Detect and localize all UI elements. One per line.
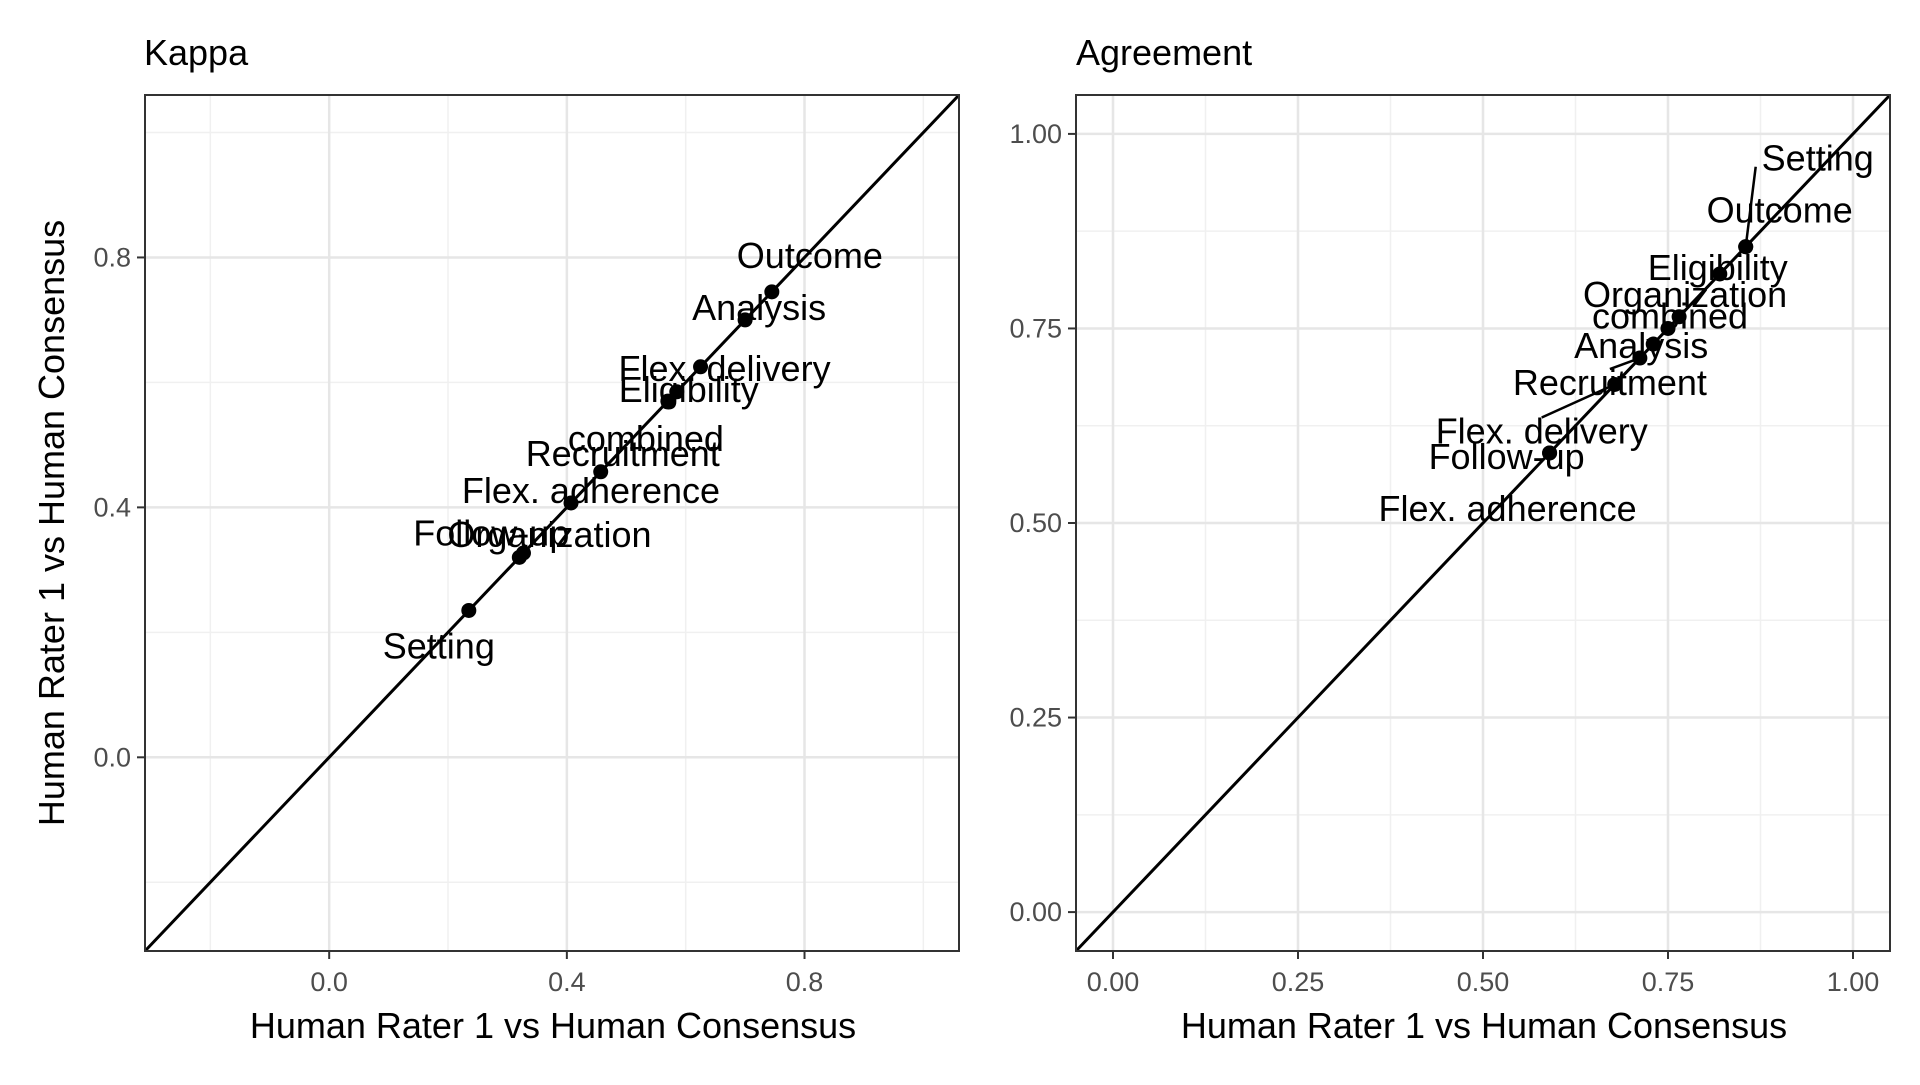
kappa-x-tick-label: 0.0 [310,967,348,997]
agreement-x-tick-label: 0.25 [1272,967,1325,997]
kappa-point-label-setting: Setting [383,625,495,666]
agreement-x-tick-label: 1.00 [1827,967,1880,997]
agreement-point-label-flex-delivery: Flex. delivery [1436,410,1648,451]
agreement-identity-line [1074,93,1892,953]
agreement-leader-flex-delivery [1541,383,1616,419]
kappa-point-combined [660,393,676,409]
agreement-point-label-organization: Organization [1583,274,1787,315]
agreement-point-label-eligibility: Eligibility [1648,247,1788,288]
kappa-panel-title: Kappa [144,32,249,73]
agreement-panel-title: Agreement [1076,32,1252,73]
kappa-point-eligibility [669,384,685,400]
agreement-y-tick-label: 0.50 [1009,508,1062,538]
kappa-point-label-eligibility: Eligibility [619,369,759,410]
agreement-leader-setting [1744,166,1757,247]
agreement-point-flex-delivery [1607,376,1623,392]
kappa-point-label-combined: combined [568,418,724,459]
kappa-point-label-follow-up: Follow-up [413,512,569,553]
agreement-y-tick-label: 1.00 [1009,119,1062,149]
agreement-point-outcome [1738,239,1754,255]
kappa-point-label-analysis: Analysis [692,287,826,328]
agreement-x-tick-label: 0.75 [1642,967,1695,997]
kappa-point-flex-delivery [693,359,709,375]
agreement-x-axis-title: Human Rater 1 vs Human Consensus [1181,1005,1787,1046]
agreement-point-flex-adherence [1542,445,1558,461]
agreement-y-tick-label: 0.75 [1009,313,1062,343]
kappa-panel-border [144,94,960,952]
agreement-point-recruitment [1632,350,1648,366]
kappa-y-tick-label: 0.8 [93,242,131,272]
kappa-x-tick-label: 0.8 [786,967,824,997]
agreement-point-label-combined: combined [1592,295,1748,336]
kappa-point-label-flex-adherence: Flex. adherence [462,470,720,511]
kappa-y-tick-label: 0.0 [93,742,131,772]
agreement-x-tick-label: 0.50 [1457,967,1510,997]
kappa-panel: 0.0 0.4 0.8 0.0 0.4 0.8 Outcome Analysis Flex. d… [31,32,961,1046]
kappa-point-label-organization: Organization [447,514,651,555]
kappa-y-tick-label: 0.4 [93,492,131,522]
agreement-panel: 0.00 0.25 0.50 0.75 1.00 0.00 0.25 0.50 0.75 1.00… [1009,32,1892,1046]
kappa-point-analysis [737,312,753,328]
kappa-x-tick-label: 0.4 [548,967,586,997]
agreement-point-label-follow-up: Follow-up [1429,436,1585,477]
agreement-x-tick-label: 0.00 [1087,967,1140,997]
kappa-y-axis-title: Human Rater 1 vs Human Consensus [31,220,72,826]
kappa-point-follow-up [511,549,527,565]
agreement-point-label-flex-adherence: Flex. adherence [1379,488,1637,529]
agreement-point-organization [1671,309,1687,325]
agreement-point-label-outcome: Outcome [1707,190,1853,231]
kappa-point-label-flex-delivery: Flex. delivery [619,348,831,389]
kappa-point-label-recruitment: Recruitment [526,433,720,474]
agreement-y-tick-label: 0.25 [1009,703,1062,733]
kappa-point-setting [461,602,477,618]
kappa-point-recruitment [593,464,609,480]
kappa-point-label-outcome: Outcome [737,235,883,276]
agreement-point-analysis [1645,336,1661,352]
agreement-point-combined [1660,320,1676,336]
kappa-x-axis-title: Human Rater 1 vs Human Consensus [250,1005,856,1046]
kappa-identity-line [143,93,961,953]
agreement-point-eligibility [1712,266,1728,282]
kappa-point-outcome [764,284,780,300]
kappa-point-flex-adherence [563,495,579,511]
agreement-y-tick-label: 0.00 [1009,897,1062,927]
agreement-point-label-setting: Setting [1762,138,1874,179]
